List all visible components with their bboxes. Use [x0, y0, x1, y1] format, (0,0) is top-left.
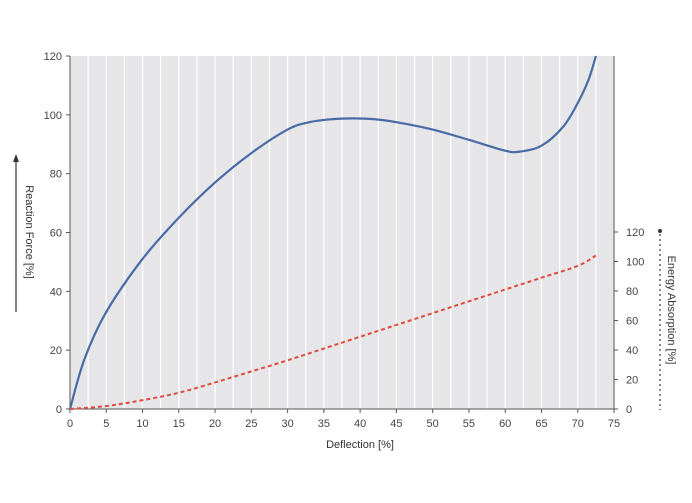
- y-axis-title-group: Reaction Force [%]: [23, 185, 35, 279]
- y-tick-label: 60: [50, 228, 62, 240]
- y2-axis-arrow-dot-icon: [658, 229, 662, 233]
- y2-tick-labels: 0 20 40 60 80 100 120: [614, 227, 644, 416]
- y2-tick-label: 80: [626, 286, 638, 298]
- vertical-grid: [87, 56, 597, 409]
- y2-tick-label: 0: [626, 404, 632, 416]
- x-tick-label: 10: [136, 418, 148, 430]
- y2-tick-label: 40: [626, 345, 638, 357]
- x-tick-label: 35: [318, 418, 330, 430]
- x-tick-label: 25: [245, 418, 257, 430]
- y-tick-label: 0: [56, 404, 62, 416]
- y-tick-labels: 0 20 40 60 80 100 120: [44, 51, 70, 416]
- series-lines: [68, 55, 597, 410]
- x-tick-label: 70: [572, 418, 584, 430]
- y2-tick-label: 120: [626, 227, 644, 239]
- x-tick-label: 20: [209, 418, 221, 430]
- y2-axis-title: Energy Absorption [%]: [665, 256, 677, 365]
- x-tick-label: 50: [427, 418, 439, 430]
- x-tick-label: 55: [463, 418, 475, 430]
- y2-tick-label: 20: [626, 375, 638, 387]
- y2-tick-label: 100: [626, 257, 644, 269]
- x-tick-labels: 0 5 10 15 20 25 30 35 40 45 50 55 60 65 70 75: [67, 409, 620, 430]
- x-tick-label: 65: [535, 418, 547, 430]
- y-axis-title: Reaction Force [%]: [23, 185, 35, 279]
- y2-axis-title-group: Energy Absorption [%]: [665, 256, 677, 365]
- x-tick-label: 15: [173, 418, 185, 430]
- x-tick-label: 60: [499, 418, 511, 430]
- energy-absorption-line: [69, 254, 597, 410]
- x-tick-label: 30: [281, 418, 293, 430]
- y-tick-label: 120: [44, 51, 62, 63]
- x-tick-label: 5: [103, 418, 109, 430]
- x-tick-label: 40: [354, 418, 366, 430]
- y-tick-label: 20: [50, 345, 62, 357]
- y-tick-label: 100: [44, 110, 62, 122]
- reaction-force-line: [68, 55, 597, 410]
- x-tick-label: 75: [608, 418, 620, 430]
- x-tick-label: 0: [67, 418, 73, 430]
- y2-tick-label: 60: [626, 316, 638, 328]
- y-axis-arrow-icon: [13, 154, 19, 162]
- y-tick-label: 40: [50, 286, 62, 298]
- y-tick-label: 80: [50, 169, 62, 181]
- x-tick-label: 45: [390, 418, 402, 430]
- x-axis-title: Deflection [%]: [326, 439, 394, 451]
